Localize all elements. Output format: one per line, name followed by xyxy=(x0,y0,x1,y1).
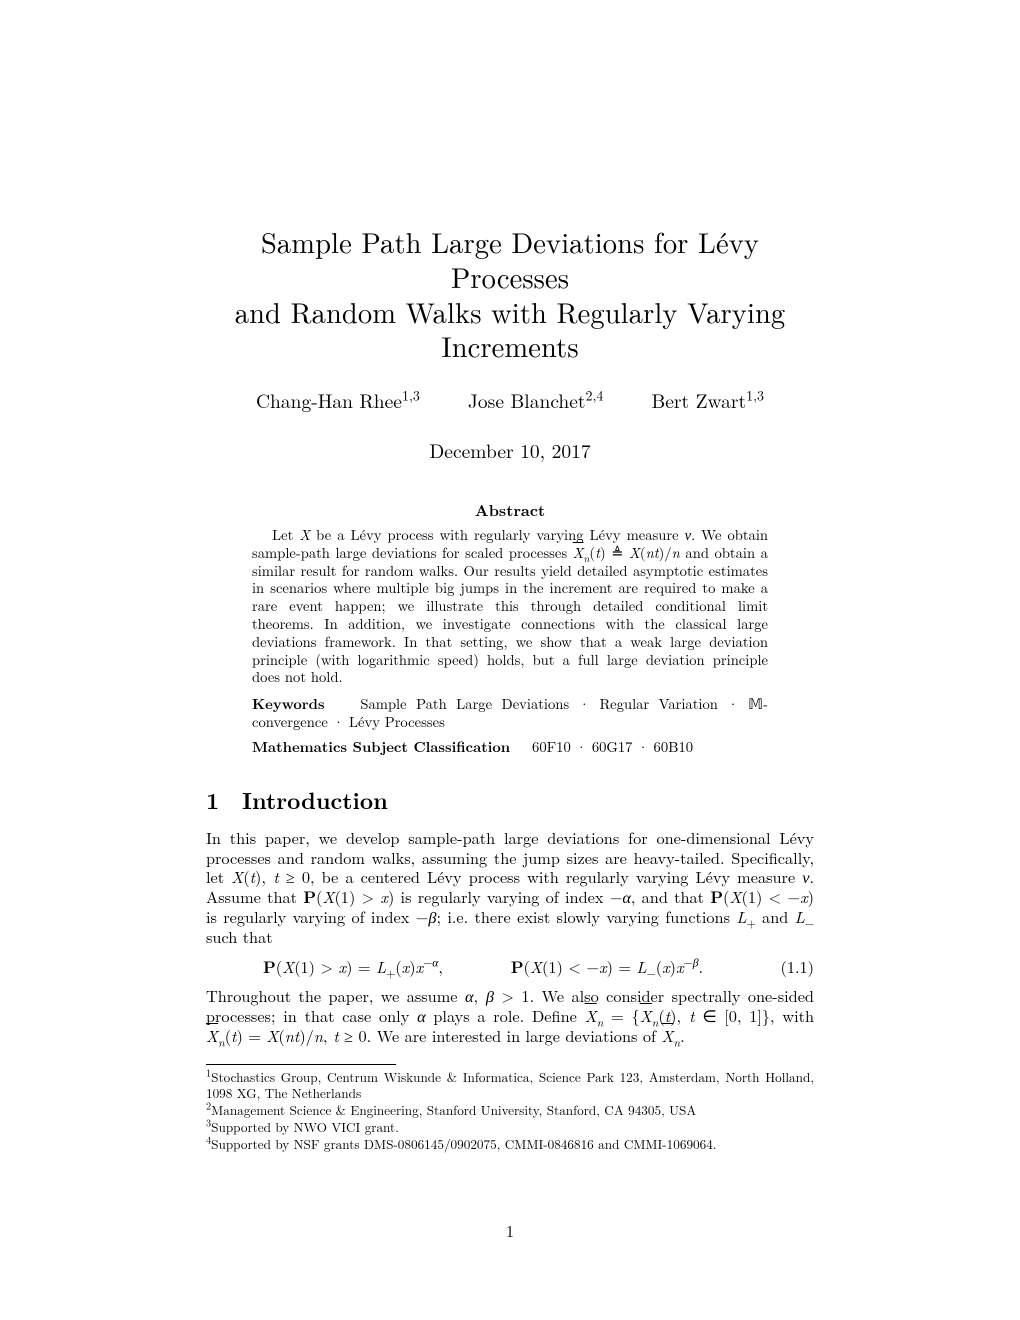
author-3-aff: 1,3 xyxy=(746,386,764,406)
intro-para-2: Throughout the paper, we assume α, β > 1… xyxy=(206,986,814,1046)
para-text: ; i.e. there exist slowly varying functi… xyxy=(437,905,737,928)
author-1: Chang-Han Rhee1,3 xyxy=(256,386,420,414)
author-3: Bert Zwart1,3 xyxy=(651,386,764,414)
author-3-name: Bert Zwart xyxy=(651,386,746,414)
section-1-heading: 1Introduction xyxy=(206,783,814,816)
equation-body: P(X(1) > x) = L+(x)x−α, P(X(1) < −x) = L… xyxy=(206,955,760,978)
paper-page: Sample Path Large Deviations for Lévy Pr… xyxy=(0,0,1020,1320)
para-text: . We are interested in large deviations … xyxy=(367,1024,662,1047)
intro-para-1: In this paper, we develop sample-path la… xyxy=(206,828,814,947)
author-2-aff: 2,4 xyxy=(586,386,604,406)
keywords: Keywords Sample Path Large Deviations · … xyxy=(252,695,768,732)
section-number: 1 xyxy=(206,783,242,816)
author-2-name: Jose Blanchet xyxy=(468,386,586,414)
footnote-1: 1Stochastics Group, Centrum Wiskunde & I… xyxy=(206,1069,814,1101)
abstract-body: Let X be a Lévy process with regularly v… xyxy=(252,527,768,687)
para-text: such that xyxy=(206,925,273,948)
footnote-rule xyxy=(206,1064,396,1065)
author-2: Jose Blanchet2,4 xyxy=(468,386,604,414)
abstract-heading: Abstract xyxy=(206,498,814,521)
equation-number: (1.1) xyxy=(760,955,814,978)
footnote-text: Supported by NSF grants DMS-0806145/0902… xyxy=(211,1134,716,1153)
author-1-name: Chang-Han Rhee xyxy=(256,386,402,414)
title-line-3: Increments xyxy=(441,326,578,366)
footnote-2: 2Management Science & Engineering, Stanf… xyxy=(206,1102,814,1118)
abstract-text: and obtain a similar result for random w… xyxy=(252,543,768,688)
page-number: 1 xyxy=(0,1219,1020,1242)
footnote-4: 4Supported by NSF grants DMS-0806145/090… xyxy=(206,1136,814,1152)
para-text: and xyxy=(756,905,795,928)
msc: Mathematics Subject Classification 60F10… xyxy=(252,738,768,757)
author-1-aff: 1,3 xyxy=(402,386,420,406)
msc-body: 60F10 · 60G17 · 60B10 xyxy=(532,737,693,757)
section-title: Introduction xyxy=(242,783,388,816)
author-line: Chang-Han Rhee1,3Jose Blanchet2,4Bert Zw… xyxy=(206,386,814,414)
footnotes: 1Stochastics Group, Centrum Wiskunde & I… xyxy=(206,1069,814,1152)
keywords-body: Sample Path Large Deviations · Regular V… xyxy=(252,694,768,732)
title-line-1: Sample Path Large Deviations for Lévy Pr… xyxy=(261,222,759,297)
paper-title: Sample Path Large Deviations for Lévy Pr… xyxy=(206,225,814,364)
paper-date: December 10, 2017 xyxy=(206,436,814,464)
equation-1-1: P(X(1) > x) = L+(x)x−α, P(X(1) < −x) = L… xyxy=(206,955,814,978)
footnote-3: 3Supported by NWO VICI grant. xyxy=(206,1119,814,1135)
para-text: , with xyxy=(770,1004,814,1027)
footnote-text: Stochastics Group, Centrum Wiskunde & In… xyxy=(206,1067,814,1102)
msc-label: Mathematics Subject Classification xyxy=(252,736,510,757)
